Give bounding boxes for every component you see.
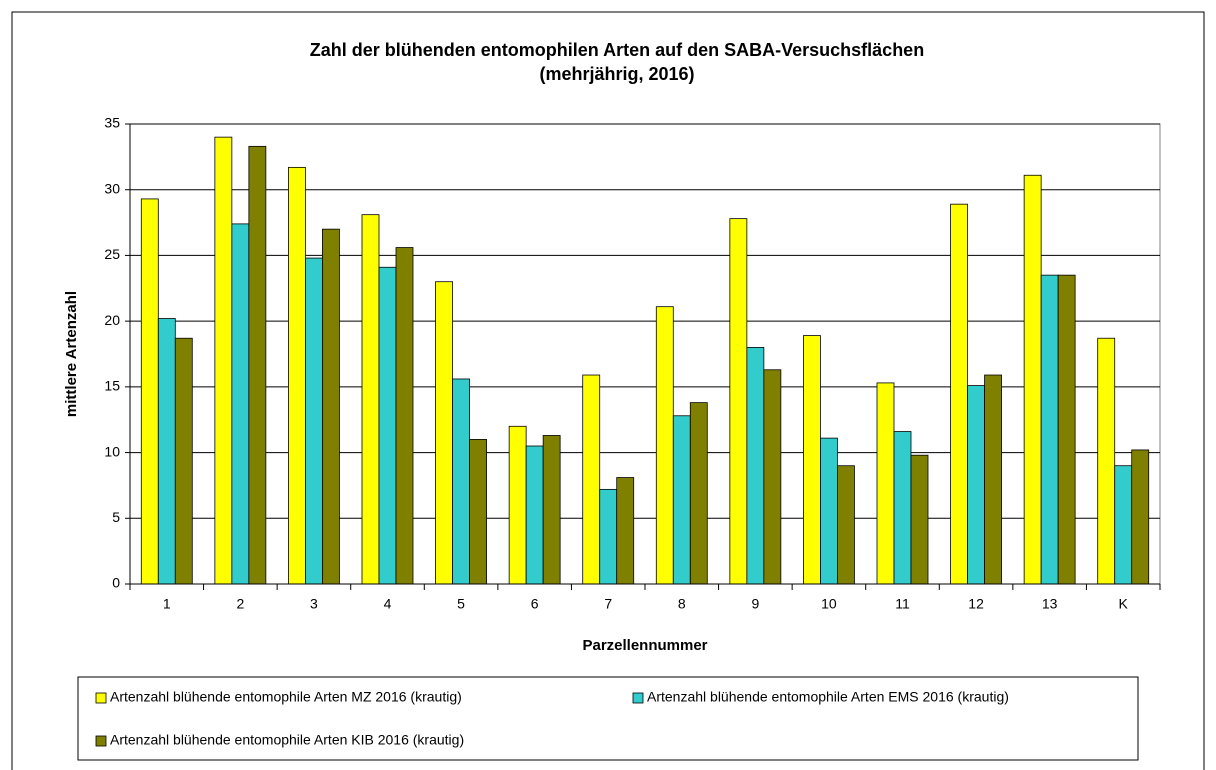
y-tick-label: 30 — [104, 180, 120, 196]
x-tick-label: K — [1119, 596, 1129, 612]
bar — [361, 214, 380, 585]
bar — [508, 425, 527, 585]
bar — [1023, 174, 1042, 585]
bar — [452, 378, 470, 585]
bar — [984, 374, 1002, 585]
bar — [231, 223, 250, 585]
bar — [893, 431, 912, 585]
bar — [689, 402, 708, 585]
bar — [1114, 465, 1133, 585]
bar — [395, 247, 414, 585]
bar — [469, 439, 487, 585]
x-tick-label: 2 — [236, 596, 244, 612]
legend-label: Artenzahl blühende entomophile Arten EMS… — [647, 689, 1009, 705]
x-tick-label: 3 — [310, 596, 318, 612]
bar — [837, 465, 855, 585]
legend-box — [77, 676, 1139, 761]
bar — [1057, 274, 1076, 585]
plot-area — [129, 123, 1161, 585]
bar — [140, 198, 159, 585]
bar — [655, 306, 674, 585]
x-tick-label: 5 — [457, 596, 465, 612]
bar — [174, 337, 193, 585]
bar — [616, 477, 635, 585]
bar — [803, 335, 821, 585]
bar — [967, 385, 985, 585]
bar — [599, 488, 618, 585]
x-tick-label: 7 — [604, 596, 612, 612]
bar — [910, 454, 929, 585]
y-tick-label: 5 — [112, 509, 120, 525]
bar — [542, 435, 561, 585]
x-tick-label: 11 — [895, 596, 910, 612]
bar — [1097, 337, 1116, 585]
bar — [288, 166, 306, 585]
x-tick-label: 10 — [821, 596, 837, 612]
bar — [1040, 274, 1059, 585]
chart-title: Zahl der blühenden entomophilen Arten au… — [310, 40, 924, 60]
legend-swatch — [95, 735, 107, 747]
bar — [305, 257, 323, 585]
legend-label: Artenzahl blühende entomophile Arten MZ … — [110, 689, 462, 705]
bar — [820, 437, 838, 585]
x-tick-label: 6 — [531, 596, 539, 612]
y-tick-label: 15 — [104, 378, 120, 394]
bar — [248, 145, 267, 585]
legend-swatch — [95, 692, 107, 704]
bar — [435, 281, 453, 585]
x-tick-label: 1 — [163, 596, 171, 612]
x-tick-label: 13 — [1042, 596, 1058, 612]
legend-swatch — [632, 692, 644, 704]
bar — [746, 347, 765, 585]
x-tick-label: 8 — [678, 596, 686, 612]
y-tick-label: 35 — [104, 115, 120, 131]
x-tick-label: 4 — [384, 596, 392, 612]
y-tick-label: 20 — [104, 312, 120, 328]
y-tick-label: 10 — [104, 443, 120, 459]
bar — [729, 218, 748, 585]
y-axis-title: mittlere Artenzahl — [63, 291, 80, 417]
bar — [1131, 449, 1150, 585]
bar — [378, 266, 397, 585]
x-axis-title: Parzellennummer — [582, 637, 707, 654]
bar — [582, 374, 601, 585]
chart-title: (mehrjährig, 2016) — [539, 64, 694, 84]
bar — [214, 136, 233, 585]
bar — [672, 415, 691, 585]
x-tick-label: 9 — [751, 596, 759, 612]
legend-label: Artenzahl blühende entomophile Arten KIB… — [110, 732, 464, 748]
bar — [876, 382, 895, 585]
bar — [763, 369, 782, 585]
y-tick-label: 25 — [104, 246, 120, 262]
bar — [322, 228, 340, 585]
y-tick-label: 0 — [112, 575, 120, 591]
bar — [950, 203, 968, 585]
bar — [157, 318, 176, 585]
bar — [525, 445, 544, 585]
x-tick-label: 12 — [968, 596, 984, 612]
